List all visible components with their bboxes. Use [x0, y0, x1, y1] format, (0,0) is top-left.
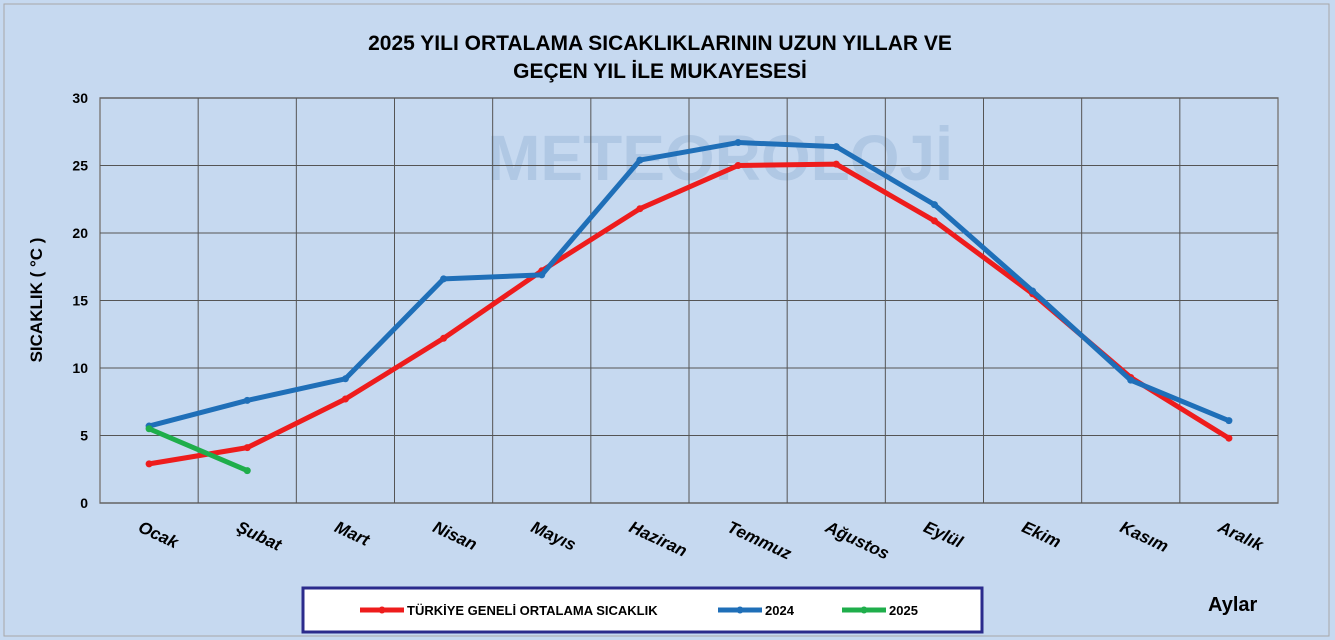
y-tick-label: 5 — [80, 428, 88, 444]
data-point — [1225, 417, 1232, 424]
data-point — [244, 444, 251, 451]
data-point — [440, 335, 447, 342]
chart-title: 2025 YILI ORTALAMA SICAKLIKLARININ UZUN … — [368, 32, 952, 55]
y-tick-label: 10 — [72, 360, 88, 376]
data-point — [636, 205, 643, 212]
data-point — [833, 143, 840, 150]
y-tick-label: 15 — [72, 293, 88, 309]
data-point — [1225, 435, 1232, 442]
data-point — [735, 162, 742, 169]
chart: METEOROLOJİ 2025 YILI ORTALAMA SICAKLIKL… — [0, 0, 1335, 640]
data-point — [931, 201, 938, 208]
y-tick-label: 20 — [72, 225, 88, 241]
data-point — [833, 161, 840, 168]
data-point — [146, 425, 153, 432]
data-point — [735, 139, 742, 146]
data-point — [1127, 377, 1134, 384]
data-point — [146, 460, 153, 467]
data-point — [636, 157, 643, 164]
data-point — [440, 275, 447, 282]
data-point — [538, 271, 545, 278]
data-point — [342, 396, 349, 403]
y-axis-title: SICAKLIK ( °C ) — [27, 238, 46, 363]
legend-marker — [737, 607, 744, 614]
legend-label: 2024 — [765, 603, 795, 618]
y-tick-label: 25 — [72, 158, 88, 174]
data-point — [1029, 288, 1036, 295]
chart-title: GEÇEN YIL İLE MUKAYESESİ — [513, 60, 807, 83]
legend-label: TÜRKİYE GENELİ ORTALAMA SICAKLIK — [407, 603, 658, 618]
legend-marker — [379, 607, 386, 614]
data-point — [931, 217, 938, 224]
legend-marker — [861, 607, 868, 614]
data-point — [244, 467, 251, 474]
data-point — [342, 375, 349, 382]
page: {"chart_data": {"type": "line", "title":… — [0, 0, 1335, 640]
x-axis-title: Aylar — [1208, 594, 1258, 616]
watermark: METEOROLOJİ — [487, 122, 953, 194]
y-tick-label: 30 — [72, 90, 88, 106]
legend-label: 2025 — [889, 603, 918, 618]
y-tick-label: 0 — [80, 495, 88, 511]
data-point — [244, 397, 251, 404]
